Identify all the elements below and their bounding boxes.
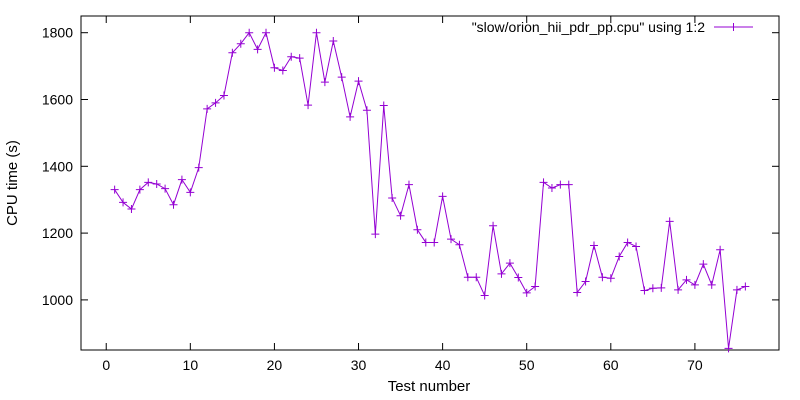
data-point [505, 259, 514, 268]
data-point [219, 91, 228, 100]
x-axis-label: Test number [388, 378, 471, 395]
data-point [396, 211, 405, 220]
data-point [438, 192, 447, 201]
data-point [480, 291, 489, 300]
data-point [236, 39, 245, 48]
data-point [648, 284, 657, 293]
data-point [522, 288, 531, 297]
data-point [615, 252, 624, 261]
data-point [262, 28, 271, 37]
data-point [186, 188, 195, 197]
data-point [413, 225, 422, 234]
data-point [514, 273, 523, 282]
data-point [371, 230, 380, 239]
data-point [699, 260, 708, 269]
data-point [606, 274, 615, 283]
data-point [329, 37, 338, 46]
x-tick-label: 40 [435, 357, 451, 373]
data-point [253, 45, 262, 54]
x-tick-label: 0 [102, 357, 110, 373]
data-point [211, 98, 220, 107]
axis-ticks: 0 10 20 30 40 50 60 70 1000 1200 1400 1600 1800 [42, 16, 779, 373]
data-point [623, 238, 632, 247]
data-point [337, 73, 346, 82]
data-point [665, 217, 674, 226]
data-point [716, 245, 725, 254]
data-point [362, 106, 371, 115]
data-point [447, 235, 456, 244]
data-point [581, 277, 590, 286]
data-point [472, 273, 481, 282]
data-point [346, 112, 355, 121]
data-point [741, 282, 750, 291]
y-tick-label: 1800 [42, 25, 73, 41]
data-point [455, 240, 464, 249]
data-point [573, 288, 582, 297]
data-point [657, 283, 666, 292]
legend: "slow/orion_hii_pdr_pp.cpu" using 1:2 [472, 19, 753, 35]
x-tick-label: 50 [519, 357, 535, 373]
x-tick-label: 30 [351, 357, 367, 373]
data-point [707, 280, 716, 289]
data-point [463, 273, 472, 282]
data-point [135, 185, 144, 194]
y-axis-label: CPU time (s) [4, 140, 21, 226]
data-point [556, 180, 565, 189]
data-point [295, 54, 304, 63]
data-point [161, 184, 170, 193]
y-tick-label: 1200 [42, 225, 73, 241]
data-point [379, 101, 388, 110]
plot-frame [80, 15, 780, 351]
data-point [539, 178, 548, 187]
legend-marker [729, 23, 738, 31]
data-point [194, 163, 203, 172]
data-point [152, 180, 161, 189]
x-tick-label: 70 [687, 357, 703, 373]
data-point [682, 275, 691, 284]
data-point [598, 273, 607, 282]
legend-entry-label: "slow/orion_hii_pdr_pp.cpu" using 1:2 [472, 19, 706, 35]
data-point [144, 178, 153, 187]
data-point [531, 282, 540, 291]
data-point [388, 194, 397, 203]
data-point [547, 184, 556, 193]
data-point [278, 66, 287, 75]
data-point [732, 285, 741, 294]
data-point [203, 104, 212, 113]
data-point [640, 286, 649, 295]
y-tick-label: 1000 [42, 292, 73, 308]
data-point [320, 78, 329, 87]
data-point [404, 180, 413, 189]
series-line [114, 31, 746, 349]
y-tick-label: 1600 [42, 92, 73, 108]
data-point [228, 48, 237, 57]
data-point [127, 205, 136, 214]
data-point [690, 280, 699, 289]
data-point [119, 198, 128, 207]
data-point [312, 28, 321, 37]
data-point [421, 238, 430, 247]
data-point [169, 200, 178, 209]
x-tick-label: 10 [183, 357, 199, 373]
data-point [110, 185, 119, 194]
data-point [564, 180, 573, 189]
data-point [674, 285, 683, 294]
data-point [632, 242, 641, 251]
series-layer [110, 28, 750, 353]
data-point [177, 175, 186, 184]
data-point [589, 241, 598, 250]
data-point [430, 238, 439, 247]
x-tick-label: 60 [603, 357, 619, 373]
data-point [497, 269, 506, 278]
data-point [270, 63, 279, 72]
x-tick-label: 20 [267, 357, 283, 373]
data-point [354, 77, 363, 86]
y-tick-label: 1400 [42, 158, 73, 174]
data-point [245, 28, 254, 37]
data-point [287, 52, 296, 61]
data-point [489, 221, 498, 230]
data-point [724, 344, 733, 353]
data-point [304, 101, 313, 110]
